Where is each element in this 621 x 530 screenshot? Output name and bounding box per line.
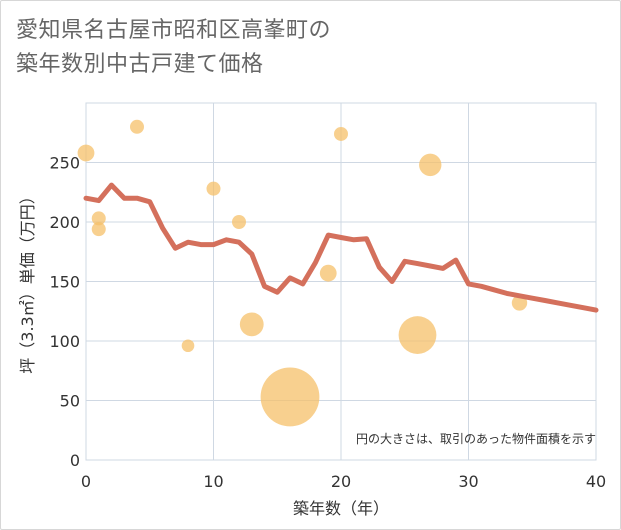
y-tick-label-3: 150 [49,273,80,292]
y-tick-label-2: 100 [49,332,80,351]
bubble-4 [181,339,195,353]
x-tick-labels: 0 10 20 30 40 [81,472,606,491]
y-axis-label: 坪（3.3㎡）単価（万円） [18,188,37,373]
bubble-size-note: 円の大きさは、取引のあった物件面積を示す [356,431,596,446]
bubble-3 [130,119,144,134]
average-price-line [83,182,599,313]
x-tick-label-2: 20 [331,472,351,491]
x-tick-label-0: 0 [81,472,91,491]
x-tick-label-4: 40 [586,472,606,491]
chart-title: 愛知県名古屋市昭和区高峯町の 築年数別中古戸建て価格 [16,14,331,82]
x-tick-label-1: 10 [203,472,223,491]
bubble-10 [334,126,348,141]
x-axis-label: 築年数（年） [293,499,389,518]
bubbles [77,119,528,427]
y-tick-labels: 0 50 100 150 200 250 [49,154,80,471]
bubble-8 [260,367,320,427]
bubble-11 [398,316,437,354]
chart-title-line-2: 築年数別中古戸建て価格 [16,52,264,77]
bubble-12 [419,153,442,177]
bubble-2 [91,222,106,237]
y-tick-label-4: 200 [49,213,80,232]
bubble-7 [239,312,264,337]
bubble-1 [91,211,106,226]
bubble-5 [206,181,221,196]
bubble-6 [232,215,246,229]
bubble-0 [77,144,95,162]
grid [86,103,596,460]
y-tick-label-0: 0 [70,451,80,470]
y-tick-label-1: 50 [60,392,80,411]
chart-title-line-1: 愛知県名古屋市昭和区高峯町の [16,18,332,43]
trend-line-group [83,182,599,313]
y-tick-label-5: 250 [49,154,80,173]
bubble-13 [511,295,528,311]
bubble-9 [319,264,337,282]
x-tick-label-3: 30 [458,472,478,491]
